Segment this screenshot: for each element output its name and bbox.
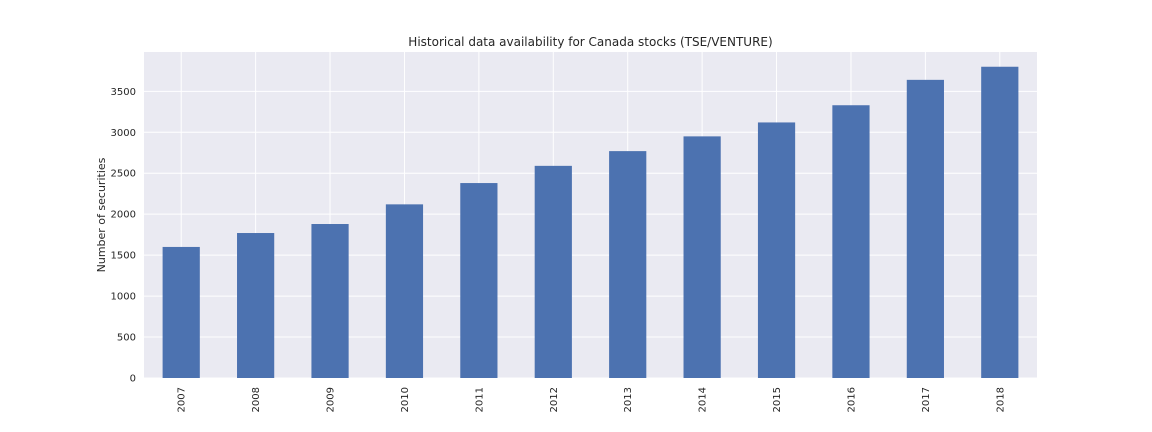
x-tick-label: 2017 [921, 387, 932, 412]
bar-2008 [237, 233, 275, 378]
y-tick-label: 2000 [111, 210, 136, 221]
bar-2009 [311, 224, 349, 378]
y-axis-label: Number of securities [95, 157, 108, 272]
bar-2015 [757, 122, 796, 379]
x-tick-label: 2014 [698, 387, 709, 412]
x-axis-ticks: 2007 2008 2009 2010 2011 2012 2013 2014 2015 2016… [177, 387, 1007, 412]
bar-2018 [981, 66, 1019, 379]
x-tick-label: 2007 [177, 387, 188, 412]
y-tick-label: 3000 [111, 128, 136, 139]
chart-title: Historical data availability for Canada … [408, 35, 772, 49]
y-tick-label: 1500 [111, 251, 136, 262]
x-tick-label: 2013 [623, 387, 634, 412]
x-tick-label: 2012 [549, 387, 560, 412]
bar-2014 [683, 136, 721, 378]
bar-2011 [460, 183, 498, 378]
x-tick-label: 2015 [772, 387, 783, 412]
y-tick-label: 2500 [111, 169, 136, 180]
x-tick-label: 2009 [326, 387, 337, 412]
y-axis-ticks: 0 500 1000 1500 2000 2500 3000 3500 [111, 87, 136, 385]
x-tick-label: 2008 [251, 387, 262, 412]
plot-area [144, 52, 1037, 378]
bar-2012 [534, 165, 572, 378]
x-tick-label: 2016 [846, 387, 857, 412]
y-tick-label: 0 [130, 374, 136, 385]
bar-2007 [162, 246, 200, 378]
bar-2016 [832, 105, 870, 378]
x-tick-label: 2018 [995, 387, 1006, 412]
y-tick-label: 3500 [111, 87, 136, 98]
bars [162, 66, 1019, 379]
y-tick-label: 500 [117, 333, 136, 344]
x-tick-label: 2011 [474, 387, 485, 412]
y-tick-label: 1000 [111, 292, 136, 303]
bar-2017 [906, 79, 944, 378]
x-tick-label: 2010 [400, 387, 411, 412]
bar-2013 [609, 151, 647, 378]
bar-2010 [385, 204, 424, 378]
